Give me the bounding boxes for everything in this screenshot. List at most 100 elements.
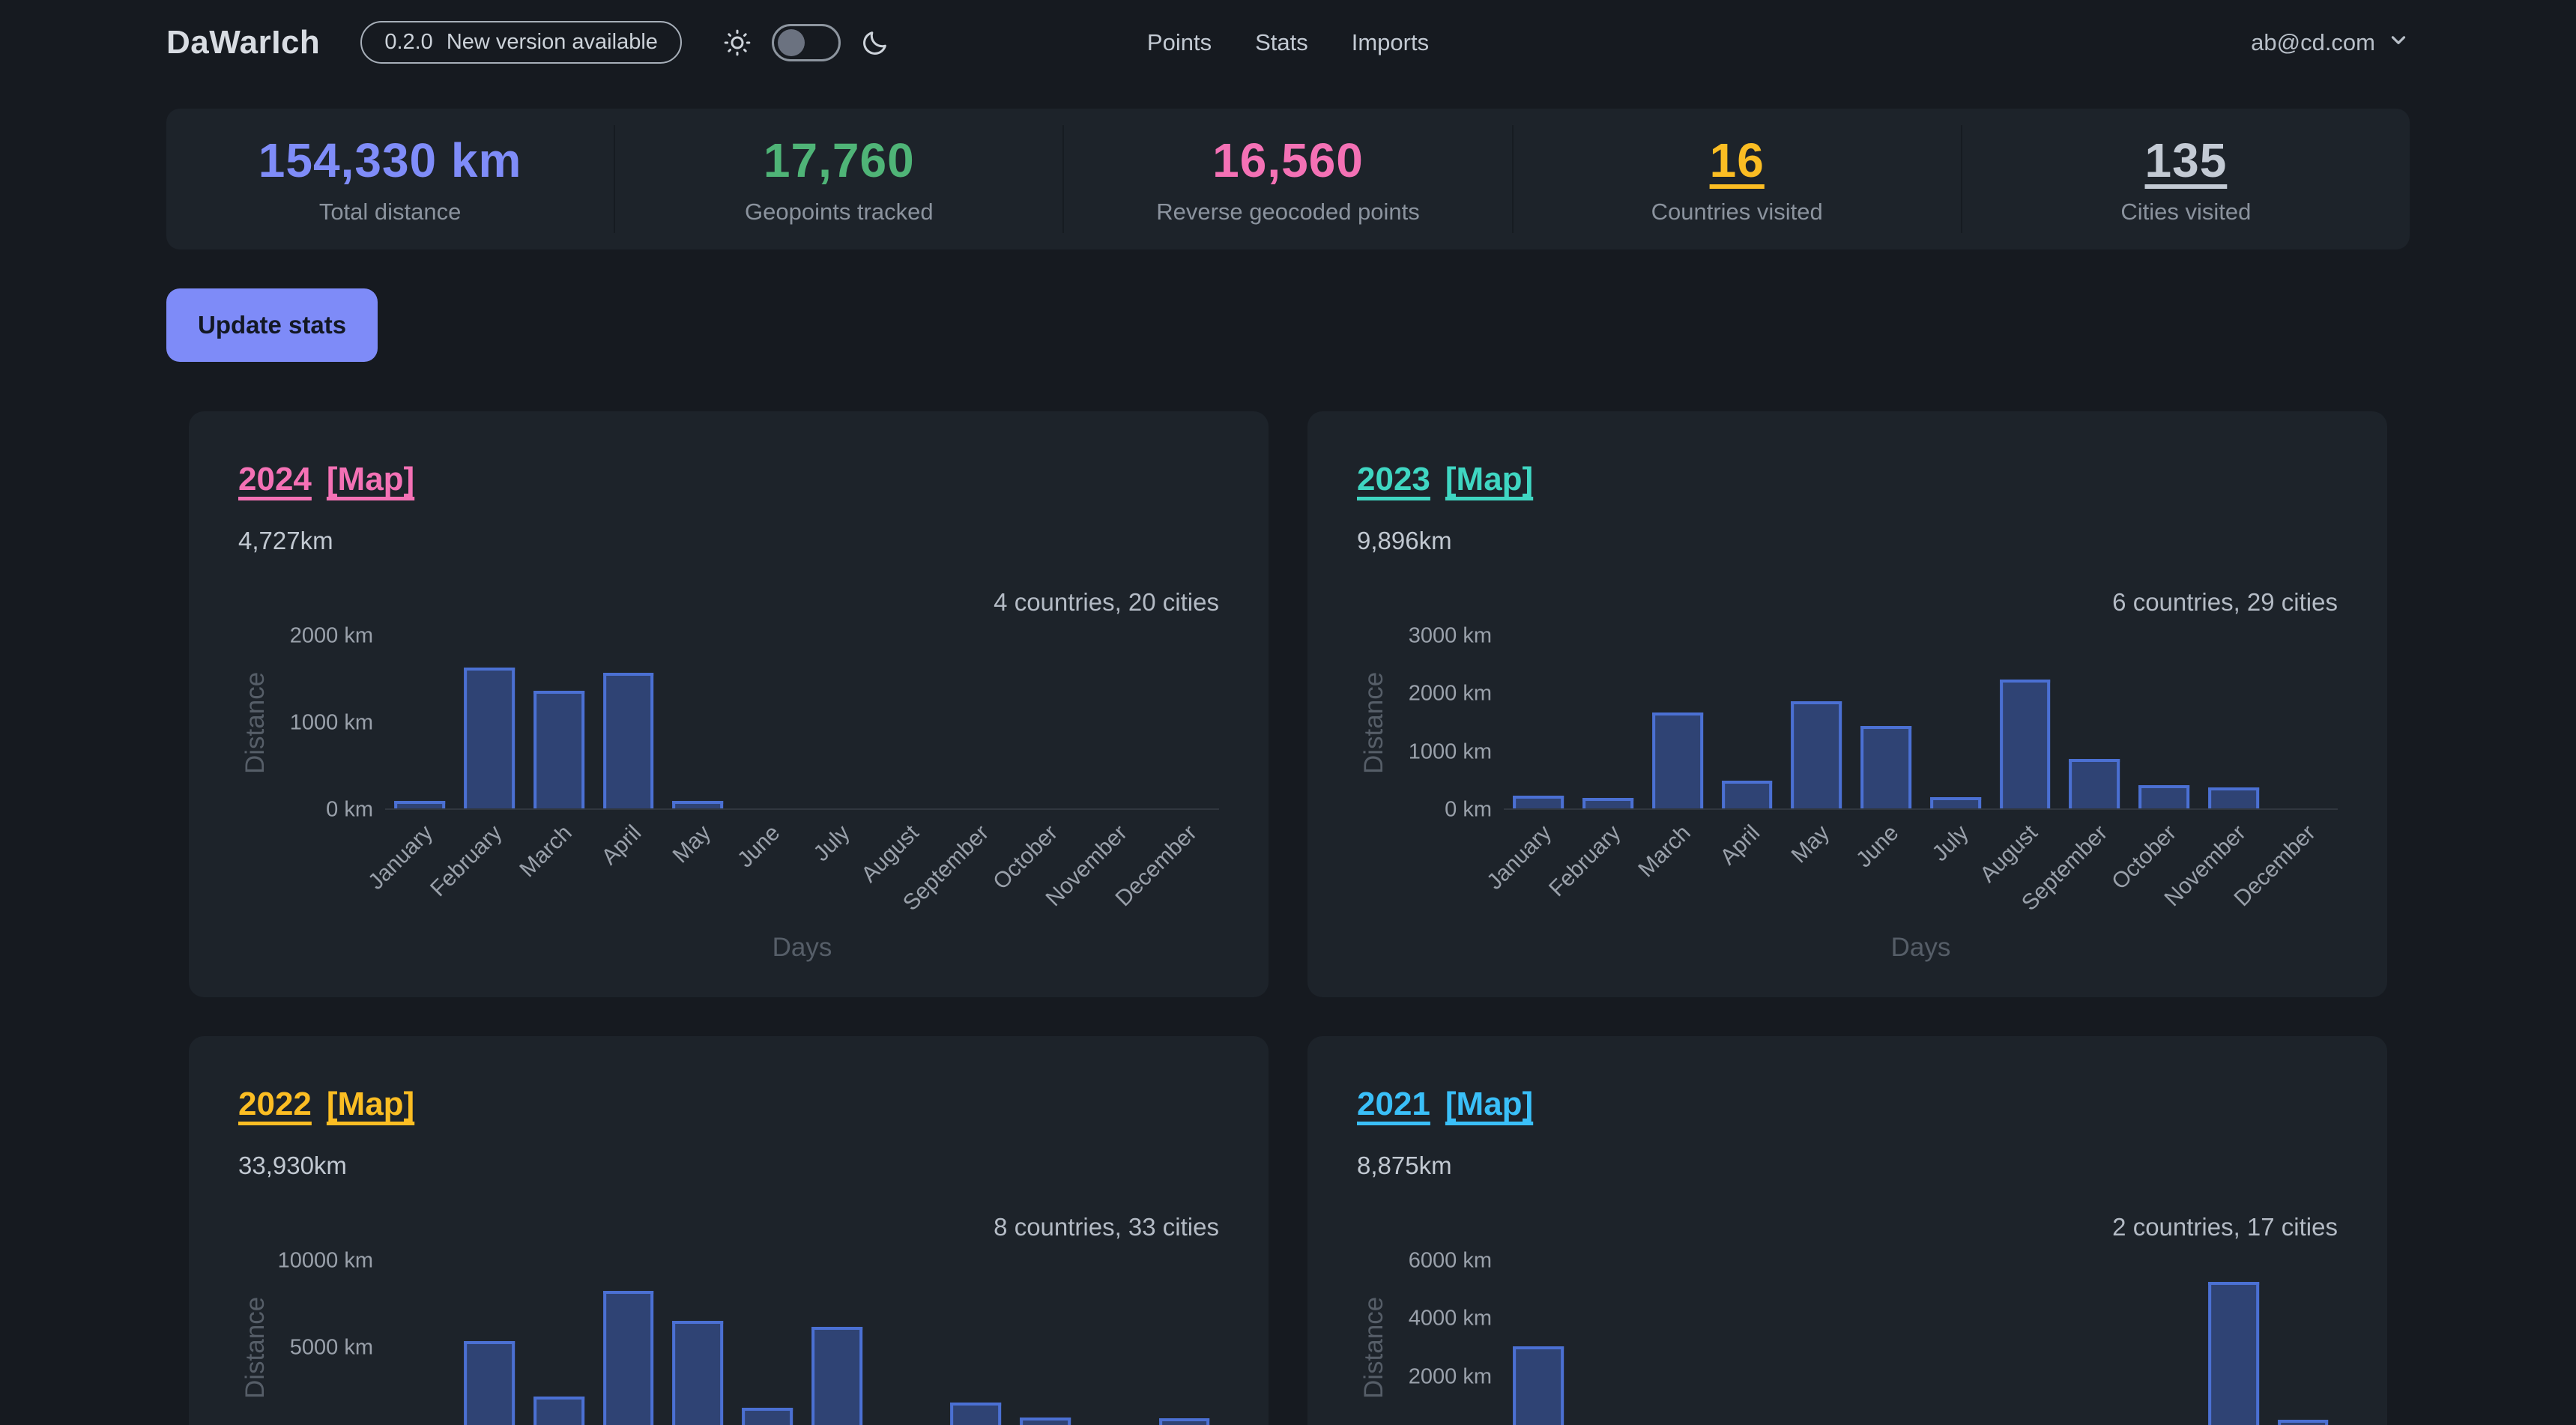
update-stats-button[interactable]: Update stats (166, 288, 378, 362)
stat-label: Cities visited (2120, 199, 2252, 225)
year-link-2022[interactable]: 2022 (238, 1086, 312, 1122)
nav-left-group: DaWarIch 0.2.0 New version available (166, 21, 890, 64)
moon-icon (860, 28, 890, 58)
x-tick-label: March (514, 820, 577, 883)
y-axis-title: Distance (1359, 1296, 1388, 1400)
chart-bar (1999, 679, 2051, 808)
chart-bar (1513, 1346, 1564, 1425)
chart-bar (602, 673, 654, 808)
chart-bar (1860, 726, 1911, 808)
y-tick-label: 4000 km (1408, 1306, 1492, 1331)
year-card-2024: 2024 [Map] 4,727km 4 countries, 20 citie… (189, 411, 1269, 997)
stat-value: 16,560 (1212, 133, 1364, 187)
nav-link-points[interactable]: Points (1146, 28, 1212, 55)
stat-label: Total distance (318, 199, 462, 225)
stat-label: Reverse geocoded points (1156, 199, 1420, 225)
y-tick-label: 5000 km (289, 1335, 373, 1360)
stat-label: Countries visited (1651, 199, 1823, 225)
main-nav-links: Points Stats Imports (1147, 29, 1429, 56)
chart-bar (533, 691, 584, 808)
plot-area (1504, 636, 2338, 810)
y-tick-label: 2000 km (1408, 681, 1492, 706)
card-header: 2023 [Map] (1357, 461, 2338, 498)
chart-bar (950, 1403, 1002, 1425)
y-tick-label: 0 km (326, 1423, 373, 1425)
y-axis-ticks: 0 km 1000 km 2000 km (273, 624, 385, 822)
x-axis-title: Days (772, 933, 832, 962)
cities-visited-link[interactable]: 135 (2144, 133, 2228, 187)
map-link-2023[interactable]: [Map] (1445, 461, 1534, 497)
chevron-down-icon (2387, 28, 2410, 57)
stat-cities-visited: 135 Cities visited (1960, 125, 2410, 233)
x-axis-ticks: January February March April May June July Augu… (363, 810, 1219, 928)
card-header: 2022 [Map] (238, 1086, 1219, 1123)
chart-bar (1721, 780, 1773, 808)
map-link-2021[interactable]: [Map] (1445, 1086, 1534, 1122)
x-tick-label: February (426, 820, 507, 902)
stat-label: Geopoints tracked (745, 199, 934, 225)
toggle-knob (777, 28, 805, 56)
year-link-2021[interactable]: 2021 (1357, 1086, 1430, 1122)
y-tick-label: 1000 km (1408, 739, 1492, 764)
chart-bar (1930, 796, 1981, 808)
nav-link-stats[interactable]: Stats (1255, 28, 1308, 55)
chart-bar (464, 668, 515, 808)
year-distance: 8,875km (1357, 1152, 1452, 1179)
year-card-2023: 2023 [Map] 9,896km 6 countries, 29 citie… (1307, 411, 2387, 997)
y-axis-title: Distance (1359, 671, 1388, 775)
stat-total-distance: 154,330 km Total distance (166, 125, 614, 233)
theme-toggle[interactable] (771, 23, 841, 61)
year-card-2022: 2022 [Map] 33,930km 8 countries, 33 citi… (189, 1036, 1269, 1425)
year-summary: 4 countries, 20 cities (994, 588, 1219, 616)
year-link-2024[interactable]: 2024 (238, 461, 312, 497)
y-tick-label: 2000 km (1408, 1364, 1492, 1389)
y-tick-label: 10000 km (277, 1248, 373, 1273)
x-tick-label: August (856, 820, 924, 888)
stat-reverse-geocoded: 16,560 Reverse geocoded points (1062, 125, 1511, 233)
nav-link-imports[interactable]: Imports (1351, 28, 1430, 55)
chart-bar (464, 1341, 515, 1425)
stat-geopoints-tracked: 17,760 Geopoints tracked (614, 125, 1062, 233)
stat-value: 17,760 (763, 133, 915, 187)
chart-bar (1158, 1418, 1210, 1425)
plot-column: JanuaryFebruaryMarchAprilMayJuneJulyAugu… (1504, 1261, 2338, 1425)
y-axis-ticks: 0 km 5000 km 10000 km (273, 1249, 385, 1425)
bar-chart-2022: Distance 0 km 5000 km 10000 km JanuaryFebr… (238, 1249, 1219, 1425)
sun-icon (722, 28, 752, 58)
y-tick-label: 2000 km (289, 623, 373, 648)
y-axis-ticks: 0 km 2000 km 4000 km 6000 km (1391, 1249, 1504, 1425)
plot-area (385, 636, 1219, 810)
user-menu-button[interactable]: ab@cd.com (2251, 28, 2410, 57)
x-tick-label: May (668, 820, 716, 868)
chart-bar (672, 800, 724, 808)
bar-chart-2023: Distance 0 km 1000 km 2000 km 3000 km Janua… (1357, 624, 2338, 963)
x-tick-label: July (1927, 820, 1974, 867)
bar-chart-2024: Distance 0 km 1000 km 2000 km January Febru… (238, 624, 1219, 963)
y-tick-label: 0 km (1445, 1423, 1492, 1425)
year-card-2021: 2021 [Map] 8,875km 2 countries, 17 citie… (1307, 1036, 2387, 1425)
version-badge[interactable]: 0.2.0 New version available (360, 21, 682, 64)
version-number: 0.2.0 (384, 30, 433, 54)
year-summary: 8 countries, 33 cities (994, 1213, 1219, 1241)
year-link-2023[interactable]: 2023 (1357, 461, 1430, 497)
map-link-2024[interactable]: [Map] (326, 461, 415, 497)
chart-bar (1513, 796, 1564, 808)
user-email: ab@cd.com (2251, 28, 2375, 55)
countries-visited-link[interactable]: 16 (1709, 133, 1765, 187)
plot-area (385, 1261, 1219, 1425)
top-nav: DaWarIch 0.2.0 New version available (166, 0, 2410, 82)
map-link-2022[interactable]: [Map] (326, 1086, 415, 1122)
y-tick-label: 1000 km (289, 710, 373, 735)
chart-bar (742, 1408, 793, 1425)
year-summary: 6 countries, 29 cities (2112, 588, 2338, 616)
y-axis-ticks: 0 km 1000 km 2000 km 3000 km (1391, 624, 1504, 822)
chart-bar (2277, 1419, 2329, 1425)
y-axis-title: Distance (241, 1296, 270, 1400)
x-tick-label: July (808, 820, 855, 867)
app-logo[interactable]: DaWarIch (166, 23, 321, 61)
x-axis-ticks: January February March April May June July Augu… (1482, 810, 2338, 928)
chart-bar (672, 1321, 724, 1425)
version-message: New version available (446, 30, 658, 54)
